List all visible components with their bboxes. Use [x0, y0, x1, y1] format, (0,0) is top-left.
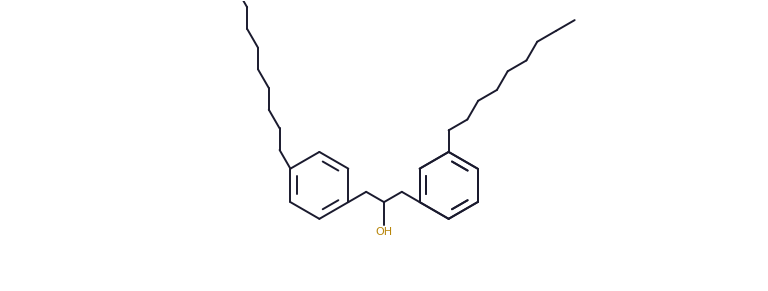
Text: OH: OH: [376, 227, 392, 237]
